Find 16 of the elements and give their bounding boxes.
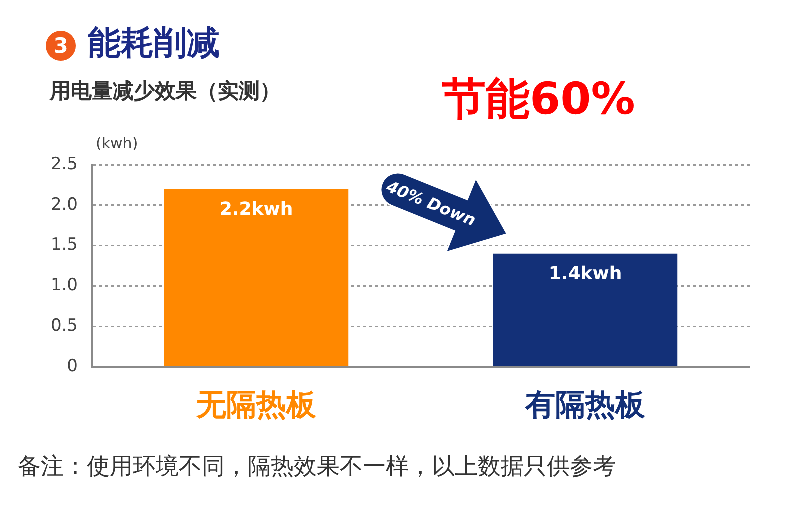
x-tick-label: 无隔热板	[196, 388, 318, 423]
y-tick-label: 1.5	[50, 235, 78, 256]
chart-subtitle: 用电量减少效果（实测）	[50, 79, 281, 103]
x-tick-label: 有隔热板	[524, 388, 646, 423]
y-axis-title: (kwh)	[96, 134, 138, 152]
y-tick-label: 2.5	[50, 154, 78, 174]
y-tick-label: 0.5	[50, 316, 78, 336]
text: 节能60%	[442, 74, 636, 125]
y-tick-label: 2.0	[50, 194, 78, 215]
text: 备注：使用环境不同，隔热效果不一样，以上数据只供参考	[18, 454, 616, 480]
data-label: 1.4kwh	[548, 264, 622, 285]
data-label: 2.2kwh	[220, 198, 294, 220]
y-tick-label: 1.0	[50, 276, 78, 296]
chart-title: 能耗削减	[88, 23, 220, 62]
y-tick-label: 0	[67, 356, 78, 376]
circle-badge: 3	[46, 31, 76, 61]
